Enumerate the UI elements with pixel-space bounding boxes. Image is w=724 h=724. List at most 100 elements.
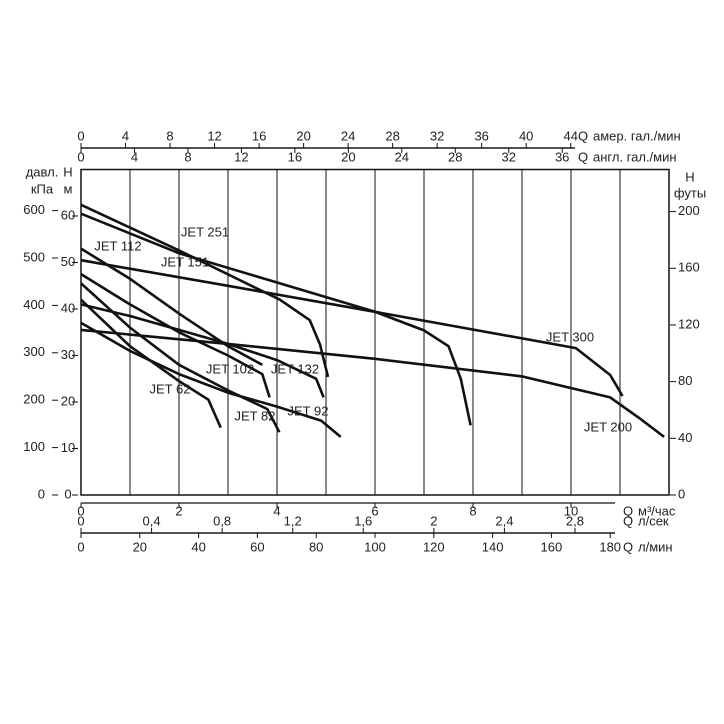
x-tick-label: 2	[175, 503, 182, 518]
x-tick-label: 0	[77, 513, 84, 528]
x-tick-label: 24	[395, 149, 409, 164]
curve-label: JET 151	[161, 254, 209, 269]
y-tick-label: 600	[23, 202, 45, 217]
pump-curve	[80, 247, 263, 366]
x-tick-label: 4	[131, 149, 138, 164]
pump-curve	[80, 203, 330, 378]
x-tick-label: 0	[77, 503, 84, 518]
x-tick-label: 12	[234, 149, 248, 164]
y-tick-label: 20	[61, 393, 75, 408]
axis-title: Q	[623, 539, 633, 554]
axis-title: давл.	[26, 164, 59, 179]
y-tick-label: 50	[61, 254, 75, 269]
x-tick-label: 12	[207, 128, 221, 143]
x-tick-label: 20	[296, 128, 310, 143]
y-tick-label: 500	[23, 249, 45, 264]
x-tick-label: 180	[599, 539, 621, 554]
axis-title: Q	[623, 513, 633, 528]
pump-curve	[80, 321, 342, 438]
curve-label: JET 251	[181, 224, 229, 239]
x-tick-label: 32	[430, 128, 444, 143]
x-tick-label: 80	[309, 539, 323, 554]
x-tick-label: 0,4	[143, 513, 161, 528]
y-tick-label: 60	[61, 207, 75, 222]
x-tick-label: 0	[77, 149, 84, 164]
x-tick-label: 40	[519, 128, 533, 143]
x-tick-label: 2,8	[566, 513, 584, 528]
y-tick-label: 30	[61, 347, 75, 362]
x-tick-label: 140	[482, 539, 504, 554]
y-tick-label: 400	[23, 297, 45, 312]
curve-label: JET 300	[546, 329, 594, 344]
y-tick-label: 120	[678, 316, 700, 331]
y-tick-label: 0	[38, 486, 45, 501]
curve-label: JET 112	[94, 238, 141, 253]
y-tick-label: 160	[678, 260, 700, 275]
x-tick-label: 28	[385, 128, 399, 143]
y-tick-label: 40	[678, 430, 692, 445]
pump-curve	[80, 258, 472, 426]
axis-unit: амер. гал./мин	[593, 128, 681, 143]
x-tick-label: 8	[184, 149, 191, 164]
x-tick-label: 4	[122, 128, 129, 143]
y-tick-label: 0	[64, 486, 71, 501]
pump-curve	[80, 282, 281, 433]
x-tick-label: 16	[288, 149, 302, 164]
x-tick-label: 36	[555, 149, 569, 164]
x-tick-label: 32	[501, 149, 515, 164]
axis-title: H	[63, 164, 72, 179]
axis-title: Q	[578, 149, 588, 164]
x-tick-label: 1,2	[284, 513, 302, 528]
x-tick-label: 0	[77, 539, 84, 554]
x-tick-label: 40	[191, 539, 205, 554]
curve-label: JET 82	[235, 408, 276, 423]
x-tick-label: 8	[469, 503, 476, 518]
x-tick-label: 0,8	[213, 513, 231, 528]
y-tick-label: 80	[678, 373, 692, 388]
curve-label: JET 62	[150, 381, 191, 396]
axis-unit: кПа	[31, 181, 54, 196]
x-tick-label: 6	[371, 503, 378, 518]
x-tick-label: 28	[448, 149, 462, 164]
x-tick-label: 4	[273, 503, 280, 518]
axis-unit: футы	[674, 185, 706, 200]
axis-unit: англ. гал./мин	[593, 149, 677, 164]
x-tick-label: 0	[77, 128, 84, 143]
x-tick-label: 120	[423, 539, 445, 554]
y-tick-label: 100	[23, 439, 45, 454]
pump-curve	[80, 328, 665, 438]
curve-label: JET 132	[271, 361, 319, 376]
axis-unit: л/сек	[638, 513, 669, 528]
curve-label: JET 200	[584, 419, 632, 434]
x-tick-label: 44	[563, 128, 577, 143]
x-tick-label: 1,6	[354, 513, 372, 528]
y-tick-label: 0	[678, 486, 685, 501]
x-tick-label: 2,4	[495, 513, 513, 528]
curve-label: JET 92	[288, 403, 329, 418]
pump-curve	[80, 212, 624, 397]
axis-title: Q	[578, 128, 588, 143]
pump-curve	[80, 272, 271, 398]
x-tick-label: 8	[166, 128, 173, 143]
x-tick-label: 20	[341, 149, 355, 164]
x-tick-label: 100	[364, 539, 386, 554]
y-tick-label: 200	[678, 203, 700, 218]
pump-curve	[80, 298, 222, 429]
curve-label: JET 102	[206, 361, 254, 376]
axis-unit: м	[64, 181, 73, 196]
x-tick-label: 160	[541, 539, 563, 554]
y-tick-label: 300	[23, 344, 45, 359]
axis-title: Q	[623, 503, 633, 518]
x-tick-label: 16	[252, 128, 266, 143]
x-tick-label: 20	[133, 539, 147, 554]
x-tick-label: 36	[474, 128, 488, 143]
axis-unit: л/мин	[638, 539, 673, 554]
y-tick-label: 200	[23, 392, 45, 407]
x-tick-label: 10	[564, 503, 578, 518]
x-tick-label: 24	[341, 128, 355, 143]
x-tick-label: 2	[430, 513, 437, 528]
axis-title: H	[685, 169, 694, 184]
y-tick-label: 40	[61, 300, 75, 315]
x-tick-label: 60	[250, 539, 264, 554]
